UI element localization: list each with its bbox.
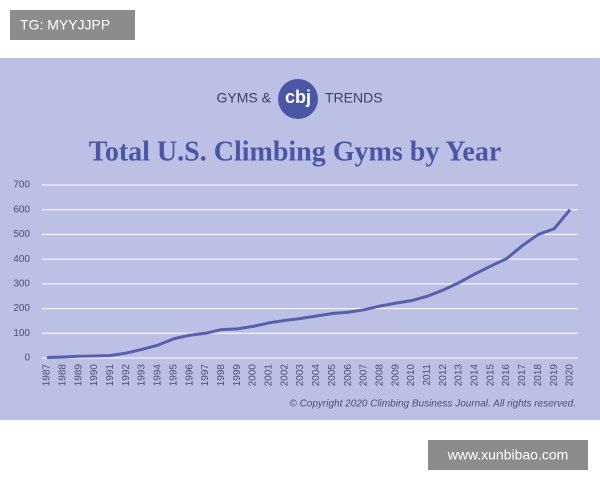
- x-tick-label: 2003: [295, 364, 306, 387]
- x-tick-label: 2009: [390, 364, 401, 387]
- chart-title: Total U.S. Climbing Gyms by Year: [89, 136, 502, 167]
- x-tick-label: 2002: [279, 364, 290, 387]
- x-tick-label: 2012: [438, 364, 449, 387]
- x-tick-label: 1997: [200, 364, 211, 387]
- x-tick-label: 2014: [470, 364, 481, 387]
- watermark-text: TG: MYYJJPP: [20, 17, 110, 33]
- x-tick-label: 2020: [565, 364, 576, 387]
- logo-mark: cbj: [285, 87, 311, 107]
- watermark-box: [428, 440, 588, 470]
- x-tick-label: 2016: [501, 364, 512, 387]
- copyright: © Copyright 2020 Climbing Business Journ…: [289, 399, 576, 410]
- x-tick-label: 1995: [168, 364, 179, 387]
- x-tick-label: 1988: [57, 364, 68, 387]
- x-tick-label: 2006: [343, 364, 354, 387]
- x-tick-label: 1991: [105, 364, 116, 387]
- y-tick-label: 500: [13, 229, 30, 240]
- y-tick-label: 200: [13, 303, 30, 314]
- x-tick-label: 2005: [327, 364, 338, 387]
- watermark-box: [10, 10, 135, 40]
- x-tick-label: 2013: [454, 364, 465, 387]
- x-tick-label: 2011: [422, 364, 433, 386]
- y-tick-label: 700: [13, 180, 30, 191]
- x-tick-label: 2019: [549, 364, 560, 387]
- x-tick-label: 2000: [248, 364, 259, 387]
- y-tick-label: 400: [13, 254, 30, 265]
- watermark-text: www.xunbibao.com: [447, 447, 569, 463]
- logo-left: GYMS &: [217, 90, 272, 106]
- x-tick-label: 1990: [89, 364, 100, 387]
- x-tick-label: 2007: [359, 364, 370, 387]
- x-tick-label: 2018: [533, 364, 544, 387]
- x-tick-label: 1992: [121, 364, 132, 387]
- y-tick-label: 600: [13, 204, 30, 215]
- x-tick-label: 2010: [406, 364, 417, 387]
- x-tick-label: 1987: [42, 364, 53, 387]
- data-line: [46, 208, 572, 360]
- logo-right: TRENDS: [325, 90, 383, 106]
- x-tick-label: 2015: [485, 364, 496, 387]
- x-tick-label: 2008: [374, 364, 385, 387]
- x-tick-label: 2017: [517, 364, 528, 387]
- x-tick-label: 1998: [216, 364, 227, 387]
- y-tick-label: 300: [13, 278, 30, 289]
- x-tick-label: 2004: [311, 364, 322, 387]
- y-tick-label: 100: [13, 328, 30, 339]
- x-tick-label: 2001: [264, 364, 275, 387]
- x-tick-label: 1996: [184, 364, 195, 387]
- logo-circle: [278, 79, 318, 119]
- x-tick-label: 1989: [73, 364, 84, 387]
- x-tick-label: 1994: [153, 364, 164, 387]
- x-tick-label: 1999: [232, 364, 243, 387]
- x-tick-label: 1993: [137, 364, 148, 387]
- y-tick-label: 0: [24, 353, 30, 364]
